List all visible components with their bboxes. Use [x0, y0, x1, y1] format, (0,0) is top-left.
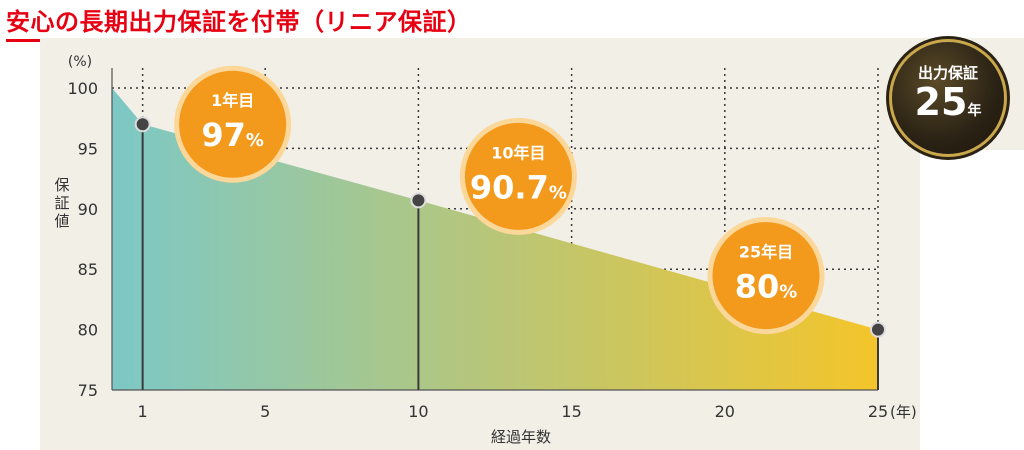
value-bubble [459, 117, 577, 235]
warranty-badge: 出力保証 25年 [892, 42, 1004, 154]
x-tick-label: 20 [715, 402, 735, 421]
value-bubble [174, 65, 292, 183]
badge-unit: 年 [967, 103, 982, 119]
y-tick-label: 85 [78, 260, 98, 279]
y-unit-label: (%) [68, 54, 92, 70]
y-tick-label: 90 [78, 200, 98, 219]
y-tick-label: 80 [78, 321, 98, 340]
x-tick-label: 5 [260, 402, 270, 421]
x-tick-label: 15 [561, 402, 581, 421]
badge-label: 出力保証 [917, 64, 978, 82]
x-unit-label: (年) [890, 403, 917, 421]
x-tick-label: 25 [868, 402, 888, 421]
y-axis-label: 保証値 [54, 176, 69, 230]
value-bubble [707, 217, 825, 335]
x-tick-label: 10 [408, 402, 428, 421]
data-point [870, 321, 886, 338]
y-tick-label: 95 [78, 139, 98, 158]
y-tick-label: 75 [78, 381, 98, 400]
y-tick-label: 100 [67, 79, 98, 98]
area-fill [112, 88, 878, 390]
data-point [410, 192, 427, 209]
badge-years: 25 [914, 80, 968, 124]
bubble-year-label: 1年目 [211, 91, 254, 110]
bubble-year-label: 10年目 [491, 143, 545, 162]
bubble-year-label: 25年目 [739, 243, 793, 262]
data-point [134, 116, 151, 133]
x-tick-label: 1 [138, 402, 148, 421]
bubble-value-label: 97% [201, 116, 264, 154]
x-axis-label: 経過年数 [491, 428, 551, 446]
